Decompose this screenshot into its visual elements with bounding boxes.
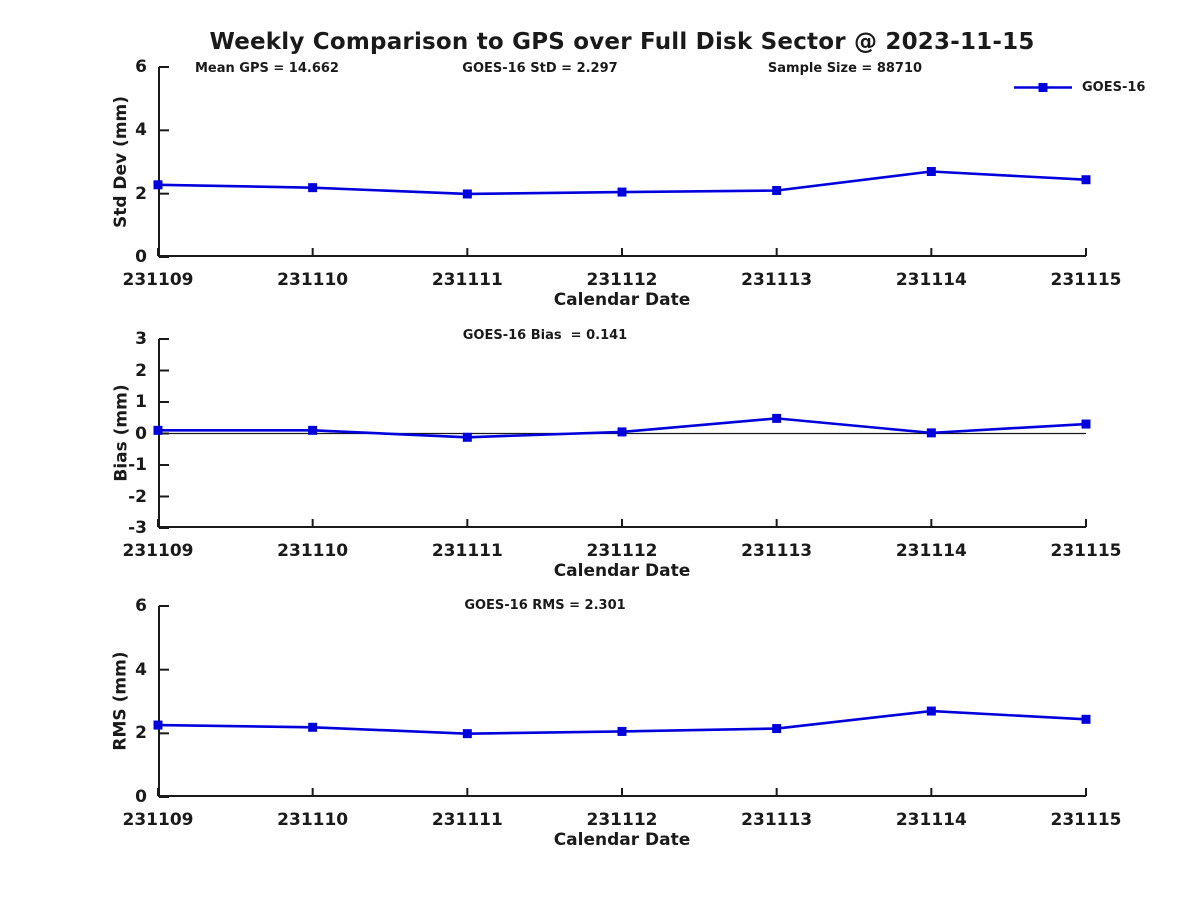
data-point-marker (926, 706, 936, 716)
axis-spines (158, 67, 1086, 257)
y-axis-label-stddev: Std Dev (mm) (111, 95, 131, 229)
annotation-goes16-bias: GOES-16 Bias = 0.141 (462, 328, 628, 343)
y-tick-label: 0 (135, 247, 147, 267)
data-point-marker (462, 189, 472, 199)
y-tick-label: -1 (128, 455, 147, 475)
data-point-marker (926, 167, 936, 176)
x-tick-label: 231111 (431, 810, 503, 830)
x-tick-label: 231109 (122, 810, 194, 830)
data-point-marker (1081, 175, 1091, 185)
annotation-goes16-rms: GOES-16 RMS = 2.301 (464, 598, 626, 613)
data-point-marker (153, 425, 163, 435)
x-axis-label-stddev: Calendar Date (553, 290, 691, 310)
x-tick-label: 231111 (431, 541, 503, 561)
data-point-marker (772, 724, 782, 734)
y-tick-label: 0 (135, 423, 147, 444)
x-tick-label: 231113 (741, 270, 813, 290)
x-tick-label: 231115 (1050, 541, 1122, 561)
y-tick-label: 3 (135, 329, 147, 349)
data-point-marker (1081, 419, 1091, 429)
legend: GOES-16 (1014, 79, 1145, 97)
data-point-marker (772, 413, 782, 423)
y-tick-label: 2 (135, 360, 147, 381)
x-tick-label: 231109 (122, 270, 194, 290)
legend-line-icon (1014, 83, 1072, 92)
x-axis-label-bias: Calendar Date (553, 561, 691, 581)
x-tick-label: 231112 (586, 810, 658, 830)
x-tick-label: 231112 (586, 541, 658, 561)
x-tick-label: 231112 (586, 270, 658, 290)
x-tick-label: 231115 (1050, 810, 1122, 830)
y-tick-label: 6 (135, 596, 147, 616)
x-tick-label: 231114 (895, 270, 967, 290)
y-tick-label: 2 (135, 723, 147, 744)
data-point-marker (308, 425, 318, 435)
data-point-marker (617, 726, 627, 736)
data-point-marker (926, 428, 936, 438)
x-tick-label: 231115 (1050, 270, 1122, 290)
data-point-marker (308, 722, 318, 732)
stddev-plot (153, 66, 1091, 258)
y-tick-label: -2 (128, 486, 147, 507)
data-point-marker (462, 432, 472, 442)
data-point-marker (617, 187, 627, 197)
x-tick-label: 231110 (277, 541, 349, 561)
y-tick-label: 2 (135, 183, 147, 204)
annotation-goes16-std: GOES-16 StD = 2.297 (462, 61, 618, 76)
data-point-marker (772, 186, 782, 195)
data-point-marker (1081, 714, 1091, 724)
data-point-marker (153, 720, 163, 730)
y-tick-label: 4 (135, 120, 147, 141)
figure-title: Weekly Comparison to GPS over Full Disk … (209, 29, 1035, 55)
x-tick-label: 231109 (122, 541, 194, 561)
y-tick-label: 6 (135, 57, 147, 77)
data-point-marker (617, 427, 627, 437)
y-tick-label: 4 (135, 659, 147, 680)
data-point-marker (308, 183, 318, 193)
x-tick-label: 231110 (277, 270, 349, 290)
data-point-marker (462, 729, 472, 739)
y-tick-label: 1 (135, 392, 147, 412)
rms-plot (153, 605, 1091, 798)
x-tick-label: 231113 (741, 541, 813, 561)
annotation-sample-size: Sample Size = 88710 (767, 61, 923, 76)
y-axis-label-rms: RMS (mm) (110, 651, 131, 751)
x-tick-label: 231113 (741, 810, 813, 830)
axis-spines (158, 606, 1086, 797)
x-tick-label: 231111 (431, 270, 503, 290)
x-axis-label-rms: Calendar Date (553, 830, 691, 850)
data-point-marker (153, 180, 163, 190)
bias-plot (153, 338, 1091, 529)
x-tick-label: 231114 (895, 541, 967, 561)
y-tick-label: -3 (128, 518, 147, 538)
legend-label: GOES-16 (1082, 80, 1146, 95)
x-tick-label: 231110 (277, 810, 349, 830)
x-tick-label: 231114 (895, 810, 967, 830)
y-tick-label: 0 (135, 787, 147, 807)
annotation-mean-gps: Mean GPS = 14.662 (195, 61, 339, 76)
